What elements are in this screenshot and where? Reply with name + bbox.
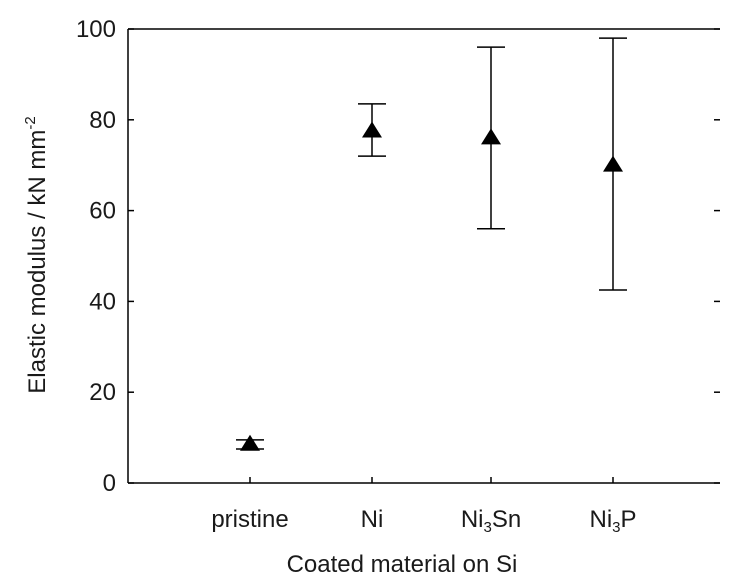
triangle-marker xyxy=(240,434,260,451)
triangle-marker xyxy=(603,155,623,172)
y-tick-label: 0 xyxy=(103,470,116,497)
data-markers xyxy=(240,121,623,451)
y-axis-title-superscript: -2 xyxy=(22,116,39,129)
x-category-label: Ni xyxy=(361,506,384,533)
triangle-marker xyxy=(362,121,382,138)
x-axis-category-labels: pristine Ni Ni3Sn Ni3P xyxy=(211,477,637,536)
y-tick-label: 60 xyxy=(89,198,116,225)
y-tick-label: 80 xyxy=(89,107,116,134)
y-tick-label: 40 xyxy=(89,288,116,315)
x-category-label: pristine xyxy=(211,506,288,533)
plot-frame xyxy=(127,28,720,484)
x-category-label: Ni3P xyxy=(589,506,636,536)
y-axis-ticks: 0 20 40 60 80 100 xyxy=(76,16,720,497)
x-category-label: Ni3Sn xyxy=(461,506,521,536)
triangle-marker xyxy=(481,128,501,145)
error-bars xyxy=(236,37,627,450)
y-tick-label: 100 xyxy=(76,16,116,43)
y-tick-label: 20 xyxy=(89,379,116,406)
y-axis-title-text: Elastic modulus / kN mm xyxy=(24,130,51,394)
y-axis-title: Elastic modulus / kN mm-2 xyxy=(22,116,51,393)
x-axis-title: Coated material on Si xyxy=(287,551,518,578)
